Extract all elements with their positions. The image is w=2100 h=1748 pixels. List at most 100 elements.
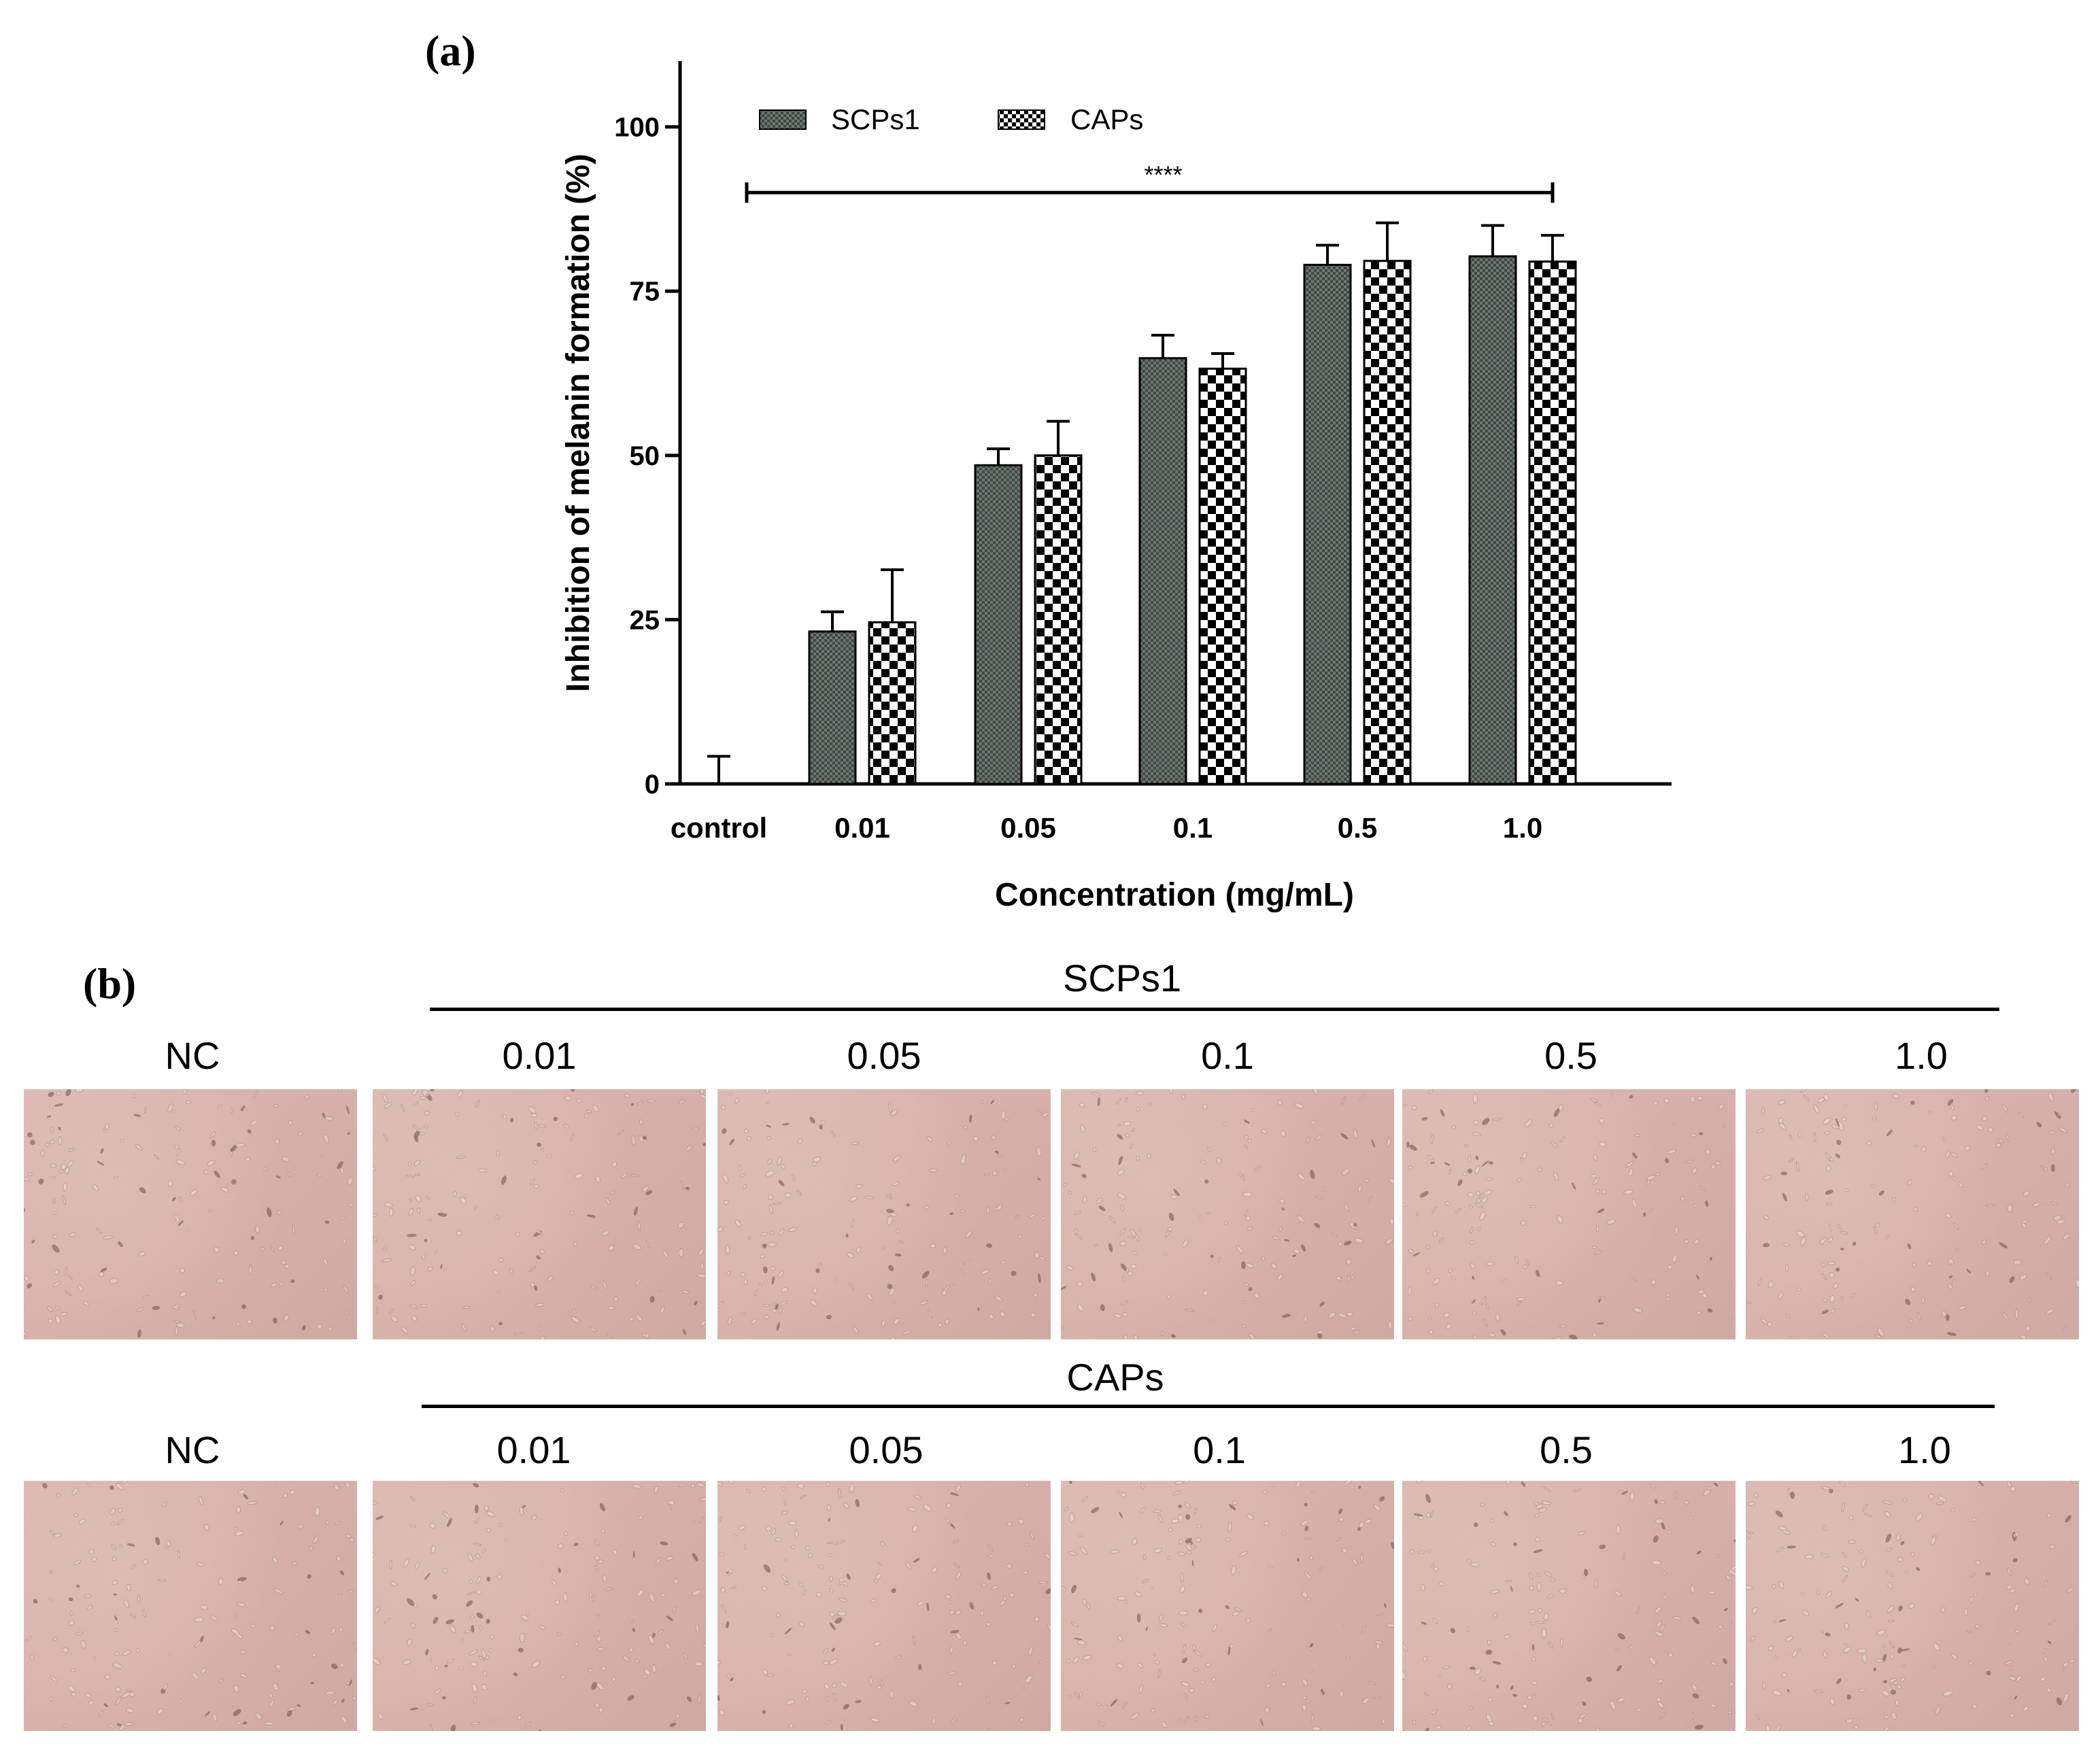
cell: [1857, 1648, 1867, 1653]
cell: [410, 1266, 416, 1276]
cell: [964, 1126, 968, 1129]
cell: [382, 1093, 388, 1103]
cell: [1935, 1501, 1944, 1505]
cell: [925, 1279, 928, 1287]
cell: [27, 1283, 33, 1289]
cell: [1472, 1311, 1476, 1316]
cell: [275, 1175, 281, 1179]
cell: [1772, 1690, 1782, 1696]
cell: [56, 1493, 61, 1498]
cell: [191, 1672, 199, 1680]
cell: [161, 1501, 167, 1507]
cell: [699, 1497, 706, 1501]
cell: [1030, 1531, 1034, 1540]
cell: [1466, 1626, 1470, 1632]
cell: [762, 1586, 767, 1591]
cell: [339, 1570, 345, 1576]
cell: [1748, 1532, 1751, 1540]
cell: [2059, 1271, 2061, 1275]
cell: [776, 1322, 781, 1331]
cell: [1309, 1643, 1314, 1648]
cell: [1817, 1097, 1825, 1103]
cell: [1015, 1214, 1019, 1220]
cell: [892, 1182, 900, 1186]
cell: [1897, 1684, 1901, 1689]
cell: [700, 1262, 704, 1271]
cell: [1942, 1310, 1947, 1317]
cell: [420, 1132, 425, 1135]
cell: [1659, 1500, 1665, 1504]
cell: [829, 1611, 835, 1617]
cell: [1315, 1135, 1322, 1140]
cell: [785, 1699, 795, 1705]
legend-swatch-caps: [998, 109, 1045, 130]
cell: [428, 1218, 433, 1221]
cell: [1535, 1621, 1545, 1624]
cell: [1655, 1172, 1660, 1176]
cell: [1425, 1728, 1429, 1731]
cell: [152, 1305, 160, 1311]
cell: [275, 1664, 282, 1670]
bar-scps1: [1303, 264, 1352, 785]
cell: [1705, 1149, 1710, 1155]
cell: [464, 1195, 468, 1198]
cell: [483, 1670, 488, 1677]
cell: [1617, 1633, 1626, 1640]
cell: [291, 1561, 297, 1566]
cell: [702, 1142, 706, 1146]
cell: [1243, 1119, 1250, 1124]
cell: [1674, 1491, 1678, 1500]
cell: [1132, 1128, 1135, 1132]
cell: [1746, 1586, 1753, 1590]
cell: [631, 1619, 634, 1625]
cell: [1628, 1168, 1633, 1176]
cell: [1068, 1552, 1078, 1556]
cell: [52, 1244, 60, 1253]
cell: [429, 1522, 436, 1529]
cell: [1017, 1518, 1024, 1525]
cell: [1342, 1547, 1348, 1554]
cell: [1965, 1145, 1970, 1151]
cell: [241, 1105, 245, 1112]
cell: [1952, 1279, 1957, 1282]
x-tick-label: 0.05: [1000, 812, 1056, 844]
cell: [1653, 1101, 1658, 1106]
cell: [955, 1484, 961, 1492]
cell: [1116, 1097, 1121, 1105]
cell: [504, 1538, 508, 1542]
cell: [239, 1673, 248, 1679]
cell: [1281, 1130, 1286, 1137]
cell: [576, 1098, 581, 1103]
cell: [488, 1648, 493, 1653]
cell: [657, 1630, 664, 1634]
cell: [283, 1493, 288, 1498]
cell: [864, 1195, 874, 1199]
cell: [1379, 1496, 1385, 1502]
cell: [1821, 1630, 1824, 1634]
cell: [1430, 1134, 1434, 1144]
cell: [1823, 1131, 1831, 1135]
cell: [290, 1279, 295, 1284]
cell: [1691, 1711, 1695, 1721]
cell: [1425, 1513, 1431, 1518]
cell: [133, 1114, 141, 1117]
cell: [417, 1207, 421, 1214]
cell: [112, 1662, 122, 1669]
cell: [414, 1136, 419, 1143]
cell: [1206, 1662, 1211, 1667]
cell: [849, 1196, 858, 1202]
cell: [283, 1314, 289, 1322]
cell: [1838, 1121, 1844, 1131]
cell: [839, 1598, 847, 1603]
cell: [178, 1197, 182, 1203]
cell: [489, 1634, 494, 1639]
cell: [1829, 1272, 1835, 1278]
cell: [110, 1522, 116, 1525]
cell: [1778, 1619, 1786, 1622]
cell: [1071, 1163, 1081, 1167]
cell: [390, 1581, 398, 1586]
cell: [558, 1543, 564, 1549]
cell: [780, 1301, 788, 1306]
cell: [1955, 1248, 1959, 1252]
